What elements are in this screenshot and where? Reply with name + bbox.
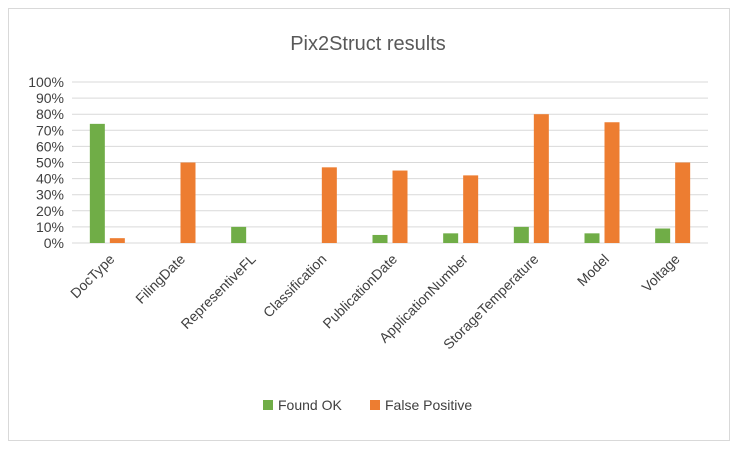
y-tick-label: 90% bbox=[36, 90, 64, 106]
x-tick-label: FilingDate bbox=[132, 251, 188, 307]
y-tick-label: 20% bbox=[36, 203, 64, 219]
y-tick-label: 40% bbox=[36, 171, 64, 187]
bar-false-positive bbox=[604, 122, 620, 243]
bar-false-positive bbox=[321, 167, 337, 243]
bar-found-ok bbox=[89, 123, 105, 243]
legend-swatch bbox=[263, 400, 273, 410]
x-tick-label: DocType bbox=[67, 251, 118, 302]
x-tick-label: Voltage bbox=[638, 251, 682, 295]
bar-false-positive bbox=[533, 114, 549, 243]
bar-false-positive bbox=[675, 162, 691, 243]
bar-found-ok bbox=[231, 226, 247, 243]
bar-found-ok bbox=[513, 226, 529, 243]
grid-layer bbox=[72, 81, 708, 244]
bar-found-ok bbox=[584, 233, 600, 243]
bar-found-ok bbox=[443, 233, 459, 243]
bar-found-ok bbox=[372, 234, 388, 243]
bar-false-positive bbox=[463, 175, 479, 243]
bar-false-positive bbox=[180, 162, 196, 243]
y-axis-ticks: 0%10%20%30%40%50%60%70%80%90%100% bbox=[28, 74, 64, 251]
x-tick-label: RepresentiveFL bbox=[178, 251, 259, 332]
y-tick-label: 100% bbox=[28, 74, 64, 90]
chart-title: Pix2Struct results bbox=[290, 33, 446, 55]
y-tick-label: 10% bbox=[36, 219, 64, 235]
bar-found-ok bbox=[655, 228, 671, 243]
x-tick-label: PublicationDate bbox=[319, 251, 400, 332]
bar-false-positive bbox=[392, 170, 408, 243]
y-tick-label: 0% bbox=[44, 235, 64, 251]
y-tick-label: 80% bbox=[36, 106, 64, 122]
y-tick-label: 30% bbox=[36, 187, 64, 203]
legend: Found OK False Positive bbox=[263, 397, 472, 413]
y-tick-label: 60% bbox=[36, 138, 64, 154]
bar-false-positive bbox=[109, 238, 125, 243]
x-tick-label: Model bbox=[574, 251, 612, 289]
y-tick-label: 50% bbox=[36, 155, 64, 171]
y-tick-label: 70% bbox=[36, 122, 64, 138]
bars bbox=[89, 114, 691, 243]
x-tick-label: Classification bbox=[260, 251, 330, 321]
legend-swatch bbox=[370, 400, 380, 410]
legend-label: Found OK bbox=[278, 397, 342, 413]
legend-label: False Positive bbox=[385, 397, 472, 413]
